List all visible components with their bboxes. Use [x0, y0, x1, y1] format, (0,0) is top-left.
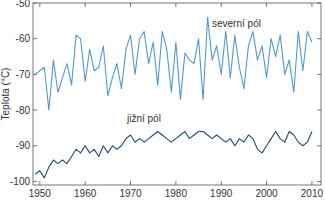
series-label: severní pól	[212, 18, 261, 29]
series-line	[35, 131, 312, 177]
x-tick-label: 1960	[74, 188, 97, 199]
x-tick	[130, 3, 131, 7]
x-tick	[175, 181, 176, 185]
y-tick-label: -50	[16, 0, 31, 9]
y-tick-label: -100	[10, 176, 30, 187]
x-tick	[311, 3, 312, 7]
plot-frame	[33, 3, 321, 185]
x-tick	[175, 3, 176, 7]
y-tick	[317, 74, 321, 75]
y-tick-label: -90	[16, 140, 31, 151]
x-tick-label: 1950	[29, 188, 52, 199]
y-tick	[33, 38, 37, 39]
x-tick	[130, 181, 131, 185]
y-tick	[33, 145, 37, 146]
y-tick	[33, 181, 37, 182]
series-group	[35, 17, 312, 178]
y-tick	[317, 38, 321, 39]
x-tick-label: 2000	[255, 188, 278, 199]
x-tick-label: 2010	[301, 188, 324, 199]
y-tick	[317, 3, 321, 4]
x-tick	[221, 3, 222, 7]
y-tick	[317, 181, 321, 182]
y-axis-label: Teplota (°C)	[0, 68, 11, 121]
y-tick	[317, 145, 321, 146]
x-tick	[221, 181, 222, 185]
x-tick	[266, 3, 267, 7]
x-tick	[39, 181, 40, 185]
y-tick-label: -70	[16, 69, 31, 80]
x-tick-label: 1970	[119, 188, 142, 199]
x-tick	[85, 181, 86, 185]
x-tick	[311, 181, 312, 185]
y-tick-label: -80	[16, 105, 31, 116]
series-label: jižní pól	[126, 113, 161, 124]
x-tick-label: 1990	[210, 188, 233, 199]
y-tick	[33, 110, 37, 111]
y-tick	[33, 3, 37, 4]
x-tick	[39, 3, 40, 7]
series-line	[35, 17, 312, 110]
chart: -100 -90 -80 -70 -60 -50 1950 1960 1970 1980 1990 2…	[0, 0, 325, 201]
x-tick	[85, 3, 86, 7]
y-tick-label: -60	[16, 33, 31, 44]
x-tick	[266, 181, 267, 185]
x-tick-label: 1980	[165, 188, 188, 199]
y-tick	[317, 110, 321, 111]
